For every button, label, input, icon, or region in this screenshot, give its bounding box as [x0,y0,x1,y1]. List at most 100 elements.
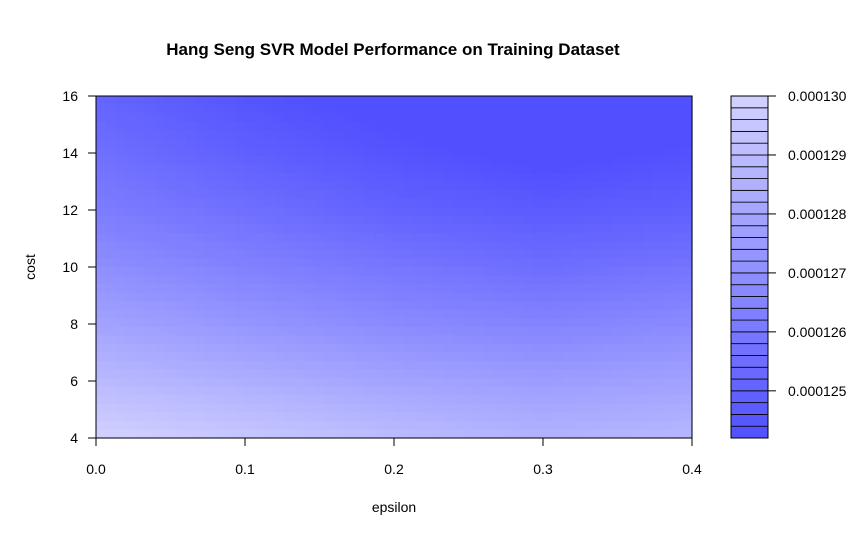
heatmap-cell [602,215,614,225]
heatmap-cell [473,164,484,174]
heatmap-cell [503,267,514,277]
heatmap-cell [463,207,475,217]
heatmap-cell [384,155,395,165]
heatmap-cell [225,241,236,251]
heatmap-cell [155,275,167,285]
heatmap-cell [543,215,554,225]
heatmap-cell [493,420,504,431]
heatmap-cell [245,301,256,311]
heatmap-cell [96,232,107,242]
heatmap-cell [562,113,574,123]
heatmap-cell [622,318,633,328]
heatmap-cell [96,275,107,285]
heatmap-cell [533,318,544,328]
heatmap-cell [264,224,276,234]
heatmap-cell [602,326,614,336]
heatmap-cell [374,138,385,148]
heatmap-cell [165,215,177,225]
heatmap-cell [622,96,633,106]
heatmap-cell [155,190,167,200]
heatmap-cell [364,113,375,123]
heatmap-cell [354,147,365,157]
heatmap-cell [384,190,395,200]
heatmap-cell [572,284,584,294]
heatmap-cell [503,147,514,157]
heatmap-cell [433,275,445,285]
heatmap-cell [175,386,186,396]
heatmap-cell [612,224,624,234]
heatmap-cell [115,378,127,388]
heatmap-cell [632,241,643,251]
heatmap-cell [602,335,614,345]
heatmap-cell [443,258,455,268]
heatmap-cell [125,121,137,131]
heatmap-cell [682,207,693,217]
heatmap-cell [115,215,127,225]
heatmap-cell [682,369,693,379]
heatmap-cell [493,155,504,165]
heatmap-cell [384,121,395,131]
heatmap-cell [175,198,186,208]
heatmap-cell [364,147,375,157]
heatmap-cell [592,361,604,371]
heatmap-cell [374,207,385,217]
heatmap-cell [433,352,445,362]
heatmap-cell [533,301,544,311]
heatmap-cell [413,155,425,165]
heatmap-cell [672,224,683,234]
heatmap-cell [235,395,246,405]
heatmap-cell [294,215,306,225]
heatmap-cell [195,224,206,234]
heatmap-cell [254,420,266,431]
heatmap-cell [225,275,236,285]
heatmap-cell [433,138,445,148]
heatmap-cell [662,181,673,191]
heatmap-cell [582,343,594,354]
heatmap-cell [433,207,445,217]
heatmap-cell [552,198,564,208]
heatmap-cell [225,395,236,405]
heatmap-cell [165,301,177,311]
heatmap-cell [513,395,524,405]
heatmap-cell [304,378,316,388]
heatmap-cell [662,395,673,405]
heatmap-cell [324,215,335,225]
heatmap-cell [324,207,335,217]
heatmap-cell [145,395,157,405]
heatmap-cell [175,172,186,183]
heatmap-cell [423,369,435,379]
heatmap-cell [235,386,246,396]
heatmap-cell [245,403,256,413]
heatmap-cell [572,361,584,371]
heatmap-cell [582,403,594,413]
heatmap-cell [125,181,137,191]
heatmap-cell [672,181,683,191]
heatmap-cell [354,172,365,183]
heatmap-cell [612,104,624,114]
heatmap-cell [682,104,693,114]
heatmap-cell [672,138,683,148]
heatmap-cell [513,241,524,251]
heatmap-cell [473,403,484,413]
heatmap-cell [562,395,574,405]
heatmap-cell [642,403,653,413]
heatmap-cell [562,335,574,345]
heatmap-cell [175,361,186,371]
heatmap-cell [672,164,683,174]
heatmap-cell [254,215,266,225]
heatmap-cell [245,147,256,157]
heatmap-cell [115,309,127,319]
heatmap-cell [215,207,226,217]
heatmap-cell [125,361,137,371]
heatmap-cell [632,96,643,106]
heatmap-cell [324,96,335,106]
heatmap-cell [592,343,604,354]
heatmap-cell [433,224,445,234]
legend-tick-label: 0.000127 [788,265,847,281]
heatmap-cell [473,130,484,140]
heatmap-cell [572,172,584,183]
heatmap-cell [403,96,415,106]
heatmap-cell [453,96,465,106]
heatmap-cell [443,138,455,148]
